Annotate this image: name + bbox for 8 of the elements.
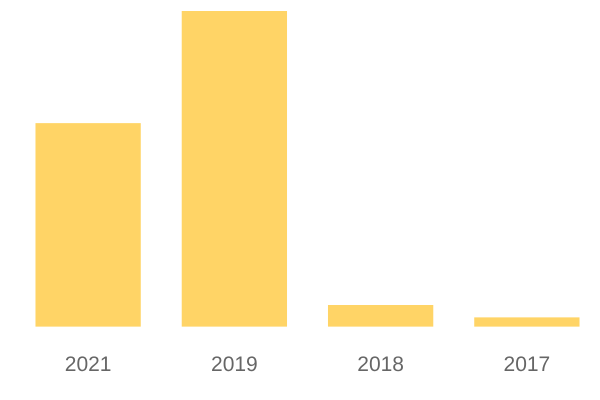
x-tick-label: 2017 [504,353,550,376]
bar [328,305,434,327]
x-tick-label: 2018 [357,353,404,376]
bar [182,11,288,327]
bar [474,317,580,327]
x-tick-label: 2019 [211,353,258,376]
x-tick-label: 2021 [64,353,112,376]
bar [35,123,141,327]
